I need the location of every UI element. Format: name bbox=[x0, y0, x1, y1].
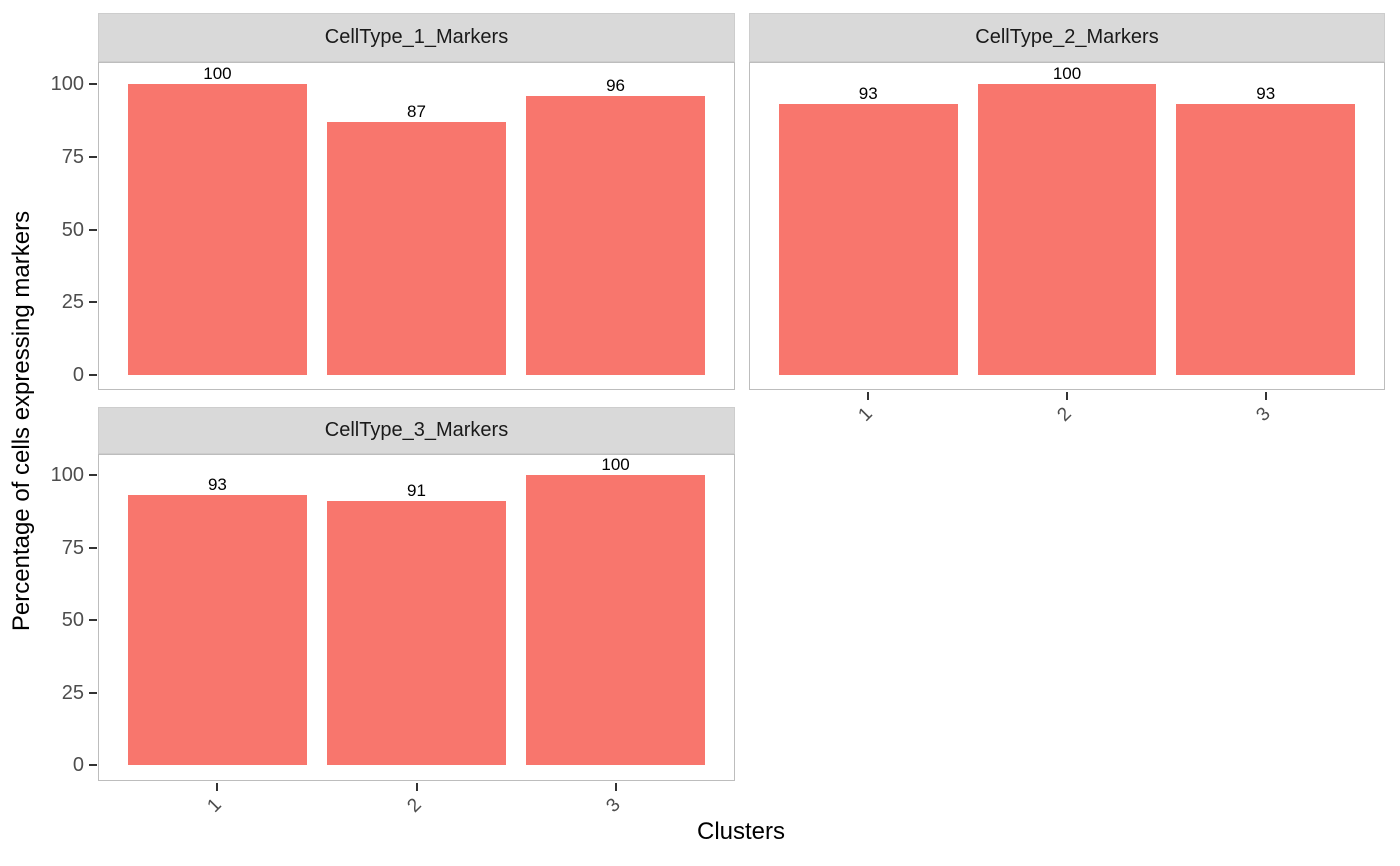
y-axis-title: Percentage of cells expressing markers bbox=[8, 210, 35, 632]
bar-value-label: 100 bbox=[1052, 64, 1082, 83]
facet-strip-title: CellType_2_Markers bbox=[975, 26, 1159, 48]
y-axis-tick-label: 75 bbox=[61, 536, 84, 559]
bar bbox=[127, 495, 308, 765]
x-axis-tick-label: 1 bbox=[854, 403, 878, 426]
bar-value-label: 100 bbox=[203, 64, 232, 83]
bar-value-label: 93 bbox=[858, 84, 878, 104]
bar bbox=[326, 121, 507, 375]
y-axis-tick bbox=[89, 155, 97, 158]
x-axis-tick bbox=[1066, 392, 1068, 400]
y-axis-tick-label: 0 bbox=[72, 754, 84, 776]
y-axis-tick-label: 25 bbox=[61, 291, 84, 314]
x-axis-tick-label: 3 bbox=[602, 794, 625, 817]
y-axis-tick-label: 75 bbox=[61, 145, 84, 168]
bar-value-label: 93 bbox=[207, 475, 227, 495]
facet-strip: CellType_1_Markers bbox=[98, 13, 735, 62]
y-axis-tick bbox=[89, 691, 97, 694]
bar-value-label: 91 bbox=[407, 481, 426, 501]
y-axis-tick bbox=[89, 301, 97, 304]
facet-strip-title: CellType_3_Markers bbox=[324, 419, 509, 441]
y-axis-tick-label: 0 bbox=[72, 364, 84, 386]
bar bbox=[1176, 104, 1356, 375]
facet-strip: CellType_2_Markers bbox=[749, 13, 1385, 62]
x-axis-tick bbox=[867, 392, 870, 400]
x-axis-tick-label: 2 bbox=[402, 794, 426, 817]
bar bbox=[525, 95, 706, 375]
facet-strip-title: CellType_1_Markers bbox=[324, 26, 509, 48]
y-axis-tick bbox=[89, 619, 97, 621]
x-axis-tick-label: 2 bbox=[1053, 403, 1076, 426]
y-axis-tick bbox=[89, 474, 97, 476]
y-axis-tick-label: 50 bbox=[61, 609, 84, 631]
y-axis-tick bbox=[89, 374, 97, 376]
y-axis-tick bbox=[89, 764, 97, 766]
bar bbox=[127, 84, 308, 375]
facet-strip: CellType_3_Markers bbox=[98, 407, 735, 454]
bar bbox=[778, 104, 958, 375]
x-axis-tick bbox=[415, 783, 418, 791]
x-axis-title: Clusters bbox=[696, 818, 786, 845]
y-axis-tick-label: 100 bbox=[50, 73, 84, 95]
x-axis-tick bbox=[216, 783, 219, 791]
bar-value-label: 93 bbox=[1256, 84, 1276, 104]
y-axis-tick-label: 100 bbox=[50, 464, 84, 486]
y-axis-tick bbox=[89, 83, 97, 85]
bar-value-label: 96 bbox=[606, 75, 626, 95]
bar bbox=[525, 475, 706, 765]
bar-value-label: 100 bbox=[601, 455, 630, 474]
y-axis-tick bbox=[89, 228, 97, 231]
y-axis-tick-label: 25 bbox=[61, 681, 84, 704]
bar-value-label: 87 bbox=[407, 101, 426, 121]
x-axis-tick-label: 3 bbox=[1252, 403, 1275, 426]
y-axis-tick bbox=[89, 546, 97, 549]
bar bbox=[326, 501, 507, 765]
y-axis-tick-label: 50 bbox=[61, 218, 84, 241]
bar bbox=[977, 84, 1157, 375]
x-axis-tick bbox=[614, 783, 617, 791]
x-axis-tick bbox=[1264, 392, 1267, 400]
x-axis-tick-label: 1 bbox=[203, 794, 227, 817]
